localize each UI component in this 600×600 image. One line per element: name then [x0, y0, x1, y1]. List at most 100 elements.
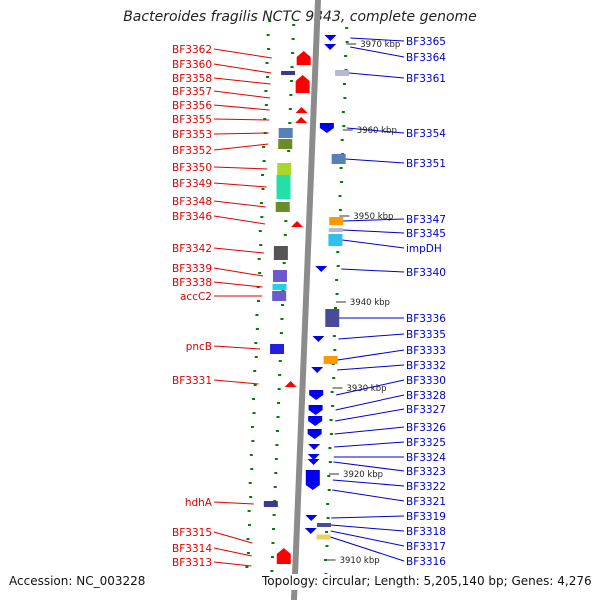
leader-line-BF3353 [213, 132, 269, 135]
track-tick-left [253, 370, 257, 372]
leader-line-BF3318 [330, 524, 405, 532]
gene-label-BF3350: BF3350 [172, 162, 212, 174]
track-tick-inner [283, 234, 287, 236]
leader-line-BF3323 [333, 461, 405, 472]
leader-line-BF3362 [213, 48, 272, 59]
gene-label-BF3326: BF3326 [406, 422, 446, 434]
gene-glyph-hdhA [263, 501, 278, 507]
track-tick-right [339, 167, 343, 169]
gene-glyph-BF3350 [277, 163, 292, 175]
gene-glyph-pncB [270, 344, 285, 354]
track-tick-inner [288, 122, 292, 124]
track-tick-inner [279, 332, 283, 334]
track-tick-right [333, 349, 337, 351]
gene-glyph-BF3351 [331, 154, 346, 164]
leader-line-BF3360 [213, 63, 272, 74]
gene-glyph-BF3318 [317, 523, 331, 527]
track-tick-right [338, 195, 342, 197]
gene-label-BF3317: BF3317 [406, 541, 446, 553]
track-tick-inner [288, 108, 292, 110]
gene-label-hdhA: hdhA [185, 497, 213, 509]
track-tick-right [336, 251, 340, 253]
track-tick-inner [276, 416, 280, 418]
kbp-label: 3920 kbp [343, 470, 383, 480]
track-tick-right [331, 405, 335, 407]
track-tick-right [328, 447, 332, 449]
leader-line-impDH [342, 239, 405, 249]
gene-label-BF3346: BF3346 [172, 211, 212, 223]
leader-line-BF3319 [331, 515, 405, 519]
leader-line-BF3365 [350, 37, 405, 42]
gene-label-BF3353: BF3353 [172, 129, 212, 141]
track-tick-left [267, 48, 271, 50]
track-tick-left [250, 468, 254, 470]
gene-label-BF3333: BF3333 [406, 345, 446, 357]
track-tick-inner [289, 94, 293, 96]
gene-glyph-BF3356 [295, 107, 308, 113]
track-tick-left [258, 272, 262, 274]
track-tick-left [255, 314, 259, 316]
track-tick-inner [291, 52, 295, 54]
gene-label-BF3365: BF3365 [406, 36, 446, 48]
gene-glyph-BF3365 [324, 35, 337, 41]
track-tick-right [328, 461, 332, 463]
track-tick-inner [281, 304, 284, 306]
track-tick-right [326, 517, 330, 519]
leader-line-BF3331 [213, 379, 259, 385]
track-tick-inner [271, 542, 275, 544]
gene-glyph-BF3332 [311, 367, 324, 373]
gene-glyph-accC2 [272, 291, 287, 301]
leader-line-BF3361 [349, 72, 405, 79]
track-tick-inner [291, 38, 295, 40]
track-tick-right [327, 489, 331, 491]
gene-glyph-BF3338 [272, 284, 287, 290]
leader-line-BF3349 [213, 182, 267, 188]
track-tick-left [258, 230, 262, 232]
gene-glyph-BF3322 [305, 470, 320, 490]
gene-glyph-BF3333 [323, 356, 338, 364]
track-tick-right [334, 307, 337, 309]
track-tick-left [259, 202, 263, 204]
gene-label-BF3314: BF3314 [172, 543, 212, 555]
gene-glyph-BF3314 [276, 548, 291, 564]
track-tick-left [266, 34, 270, 36]
gene-glyph-BF3364 [324, 44, 337, 50]
track-tick-right [342, 83, 346, 85]
track-tick-inner [278, 374, 282, 376]
track-tick-left [265, 62, 269, 64]
gene-label-BF3361: BF3361 [406, 73, 446, 85]
track-tick-inner [275, 444, 279, 446]
track-tick-inner [277, 402, 281, 404]
track-tick-left [246, 538, 250, 540]
leader-line-BF3342 [213, 247, 264, 254]
gene-label-BF3348: BF3348 [172, 196, 212, 208]
track-tick-inner [275, 430, 279, 432]
track-tick-left [252, 398, 256, 400]
track-tick-left [254, 342, 258, 344]
gene-label-BF3340: BF3340 [406, 267, 446, 279]
gene-label-BF3349: BF3349 [172, 178, 212, 190]
track-tick-inner [280, 318, 284, 320]
track-tick-right [330, 391, 334, 393]
track-tick-left [262, 160, 266, 162]
gene-glyph-BF3347 [329, 217, 344, 225]
gene-label-BF3356: BF3356 [172, 100, 212, 112]
gene-glyph-BF3349 [276, 175, 291, 199]
track-tick-inner [270, 556, 274, 558]
track-tick-inner [290, 66, 294, 68]
gene-glyph-BF3346 [291, 221, 304, 227]
gene-label-BF3364: BF3364 [406, 52, 446, 64]
gene-label-BF3313: BF3313 [172, 557, 212, 569]
track-tick-left [259, 244, 263, 246]
gene-label-BF3362: BF3362 [172, 44, 212, 56]
track-tick-left [264, 104, 268, 106]
gene-glyph-BF3339 [272, 270, 287, 282]
track-tick-inner [274, 472, 278, 474]
gene-glyph-BF3342 [273, 246, 288, 260]
leader-line-hdhA [213, 501, 254, 505]
leader-line-BF3355 [213, 118, 270, 121]
track-tick-right [341, 111, 345, 113]
track-tick-right [325, 545, 329, 547]
track-tick-left [247, 510, 251, 512]
leader-line-BF3356 [213, 104, 270, 111]
